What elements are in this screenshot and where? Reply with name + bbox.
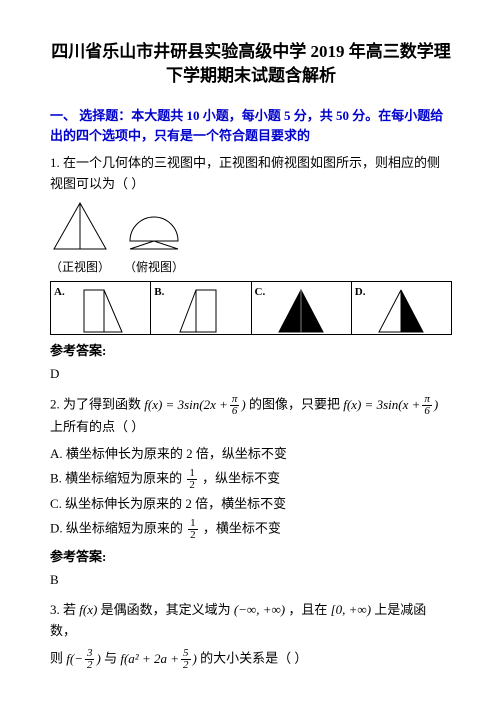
q1-figures: （正视图） （俯视图） (50, 201, 452, 277)
title-line1: 四川省乐山市井研县实验高级中学 2019 年高三数学理 (50, 40, 452, 64)
top-view-group: （俯视图） (124, 201, 184, 277)
q3-line2: 则 f(− 32 ) 与 f( a² + 2a + 52 ) 的大小关系是（ ） (50, 648, 452, 671)
front-view-label: （正视图） (50, 258, 110, 277)
frac-3-2: 32 (85, 648, 95, 671)
q1-text: 1. 在一个几何体的三视图中，正视图和俯视图如图所示，则相应的侧视图可以为（ ） (50, 153, 452, 195)
q2-func1: f(x) = 3sin(2x + π6 ) (144, 394, 245, 417)
q3-pre: 3. 若 (50, 602, 76, 617)
q2-opt-c: C. 纵坐标伸长为原来的 2 倍，横坐标不变 (50, 494, 452, 515)
q3-mid1: 是偶函数，其定义域为 (101, 602, 231, 617)
q3-tail: 的大小关系是（ ） (200, 650, 307, 665)
q2-mid: 的图像，只要把 (249, 397, 340, 412)
q2-opt-b: B. 横坐标缩短为原来的 12 ，纵坐标不变 (50, 468, 452, 491)
triangle-icon (51, 201, 109, 251)
option-b: B. (151, 282, 251, 334)
option-b-icon (176, 288, 226, 334)
q3-interval: [0, +∞) (331, 602, 371, 617)
q2-func2: f(x) = 3sin(x + π6 ) (343, 394, 438, 417)
option-c-label: C. (255, 284, 266, 302)
answer-label-1: 参考答案: (50, 341, 452, 362)
q3-then: 则 (50, 650, 63, 665)
frac-half-1: 12 (187, 468, 197, 491)
option-d-label: D. (355, 284, 366, 302)
option-c: C. (252, 282, 352, 334)
section-heading: 一、 选择题：本大题共 10 小题，每小题 5 分，共 50 分。在每小题给出的… (50, 106, 452, 148)
option-b-label: B. (154, 284, 164, 302)
front-view-group: （正视图） (50, 201, 110, 277)
q3-domain: (−∞, +∞) (234, 602, 285, 617)
q3-mid2: ，且在 (288, 602, 327, 617)
q2-answer: B (50, 570, 452, 591)
option-a-label: A. (54, 284, 65, 302)
q3-f-a2: f( a² + 2a + 52 ) (120, 648, 197, 671)
answer-label-2: 参考答案: (50, 547, 452, 568)
frac-half-2: 12 (188, 518, 198, 541)
option-a: A. (51, 282, 151, 334)
option-d-icon (376, 288, 426, 334)
q3: 3. 若 f(x) 是偶函数，其定义域为 (−∞, +∞) ，且在 [0, +∞… (50, 600, 452, 642)
option-c-icon (276, 288, 326, 334)
q2-opt-a: A. 横坐标伸长为原来的 2 倍，纵坐标不变 (50, 444, 452, 465)
top-view-label: （俯视图） (124, 258, 184, 277)
frac-pi6-1: π6 (230, 394, 240, 417)
q1-answer: D (50, 364, 452, 385)
q3-fx: f(x) (79, 602, 97, 617)
option-d: D. (352, 282, 451, 334)
frac-pi6-2: π6 (422, 394, 432, 417)
q2-suffix: 上所有的点（ ） (50, 419, 144, 434)
semicircle-icon (126, 201, 182, 251)
option-row: A. B. C. D. (50, 281, 452, 335)
q2-opt-d: D. 纵坐标缩短为原来的 12 ，横坐标不变 (50, 518, 452, 541)
q3-f-neg32: f(− 32 ) (66, 648, 101, 671)
title-line2: 下学期期末试题含解析 (50, 64, 452, 88)
frac-5-2: 52 (181, 648, 191, 671)
q2-prefix: 2. 为了得到函数 (50, 397, 141, 412)
q2: 2. 为了得到函数 f(x) = 3sin(2x + π6 ) 的图像，只要把 … (50, 394, 452, 438)
q3-cmp-mid: 与 (104, 650, 117, 665)
option-a-icon (76, 288, 126, 334)
